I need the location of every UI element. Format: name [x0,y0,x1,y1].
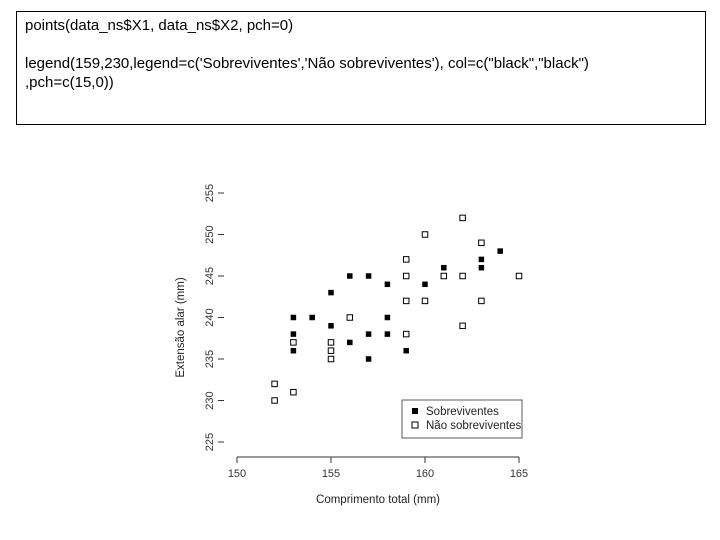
scatter-plot-svg: 150 155 160 165 225 230 235 240 245 250 255 Sobrev… [175,184,528,506]
point-sobreviventes [365,273,372,279]
point-nao-sobreviventes [271,380,278,388]
point-sobreviventes [497,248,503,254]
legend-label: Não sobreviventes [426,420,521,432]
code-block: points(data_ns$X1, data_ns$X2, pch=0) le… [16,11,706,125]
point-sobreviventes [290,347,297,354]
x-tick-label: 150 [228,468,246,480]
point-nao-sobreviventes [421,231,429,238]
point-sobreviventes [347,273,353,279]
point-sobreviventes [384,281,391,288]
point-sobreviventes [309,314,315,321]
point-nao-sobreviventes [459,322,466,330]
point-nao-sobreviventes [402,256,410,263]
point-sobreviventes [365,356,372,362]
point-nao-sobreviventes [402,330,410,338]
code-line-points: points(data_ns$X1, data_ns$X2, pch=0) [25,17,294,34]
point-nao-sobreviventes [290,339,297,346]
point-sobreviventes [403,347,409,354]
chart-legend: Sobreviventes Não sobreviventes [401,399,523,439]
code-line-legend: legend(159,230,legend=c('Sobreviventes',… [25,54,589,72]
point-sobreviventes [290,331,297,337]
point-nao-sobreviventes [271,397,278,404]
point-sobreviventes [384,314,391,321]
y-tick-label: 255 [204,184,216,202]
point-nao-sobreviventes [327,347,335,354]
legend-marker-sobreviventes [412,408,418,414]
x-axis-label: Comprimento total (mm) [316,494,440,506]
y-tick-label: 245 [204,267,216,285]
point-nao-sobreviventes [478,239,485,247]
legend-box [401,399,523,439]
point-nao-sobreviventes [346,314,354,321]
point-nao-sobreviventes [290,388,297,396]
point-nao-sobreviventes [459,214,466,222]
y-tick-label: 240 [204,308,216,326]
y-tick-label: 250 [204,225,216,243]
point-sobreviventes [328,323,334,329]
point-sobreviventes [347,339,353,346]
x-tick-label: 165 [510,468,528,480]
point-sobreviventes [478,264,485,271]
y-tick-label: 225 [204,433,216,451]
y-tick-label: 230 [204,391,216,409]
point-sobreviventes [422,281,428,288]
data-points [271,214,523,404]
point-nao-sobreviventes [402,272,410,280]
point-nao-sobreviventes [327,355,335,363]
point-sobreviventes [328,289,334,296]
scatter-plot: 150 155 160 165 225 230 235 240 245 250 255 Sobrev… [160,160,560,530]
point-nao-sobreviventes [327,339,335,346]
point-sobreviventes [290,314,297,321]
point-sobreviventes [441,264,447,271]
code-line-legend-cont: ,pch=c(15,0)) [25,74,114,91]
point-nao-sobreviventes [459,272,466,280]
x-tick-label: 155 [322,468,340,480]
point-nao-sobreviventes [421,297,429,305]
legend-marker-nao-sobreviventes [411,421,419,429]
point-nao-sobreviventes [440,272,448,280]
point-nao-sobreviventes [478,297,485,305]
x-tick-label: 160 [416,468,434,480]
point-nao-sobreviventes [402,297,410,305]
point-sobreviventes [384,331,391,337]
y-tick-label: 235 [204,350,216,368]
point-sobreviventes [478,256,485,263]
axes: 150 155 160 165 225 230 235 240 245 250 255 [204,184,528,480]
point-nao-sobreviventes [515,272,523,280]
legend-label: Sobreviventes [426,406,499,418]
y-axis-label: Extensão alar (mm) [175,277,187,378]
point-sobreviventes [365,331,372,337]
